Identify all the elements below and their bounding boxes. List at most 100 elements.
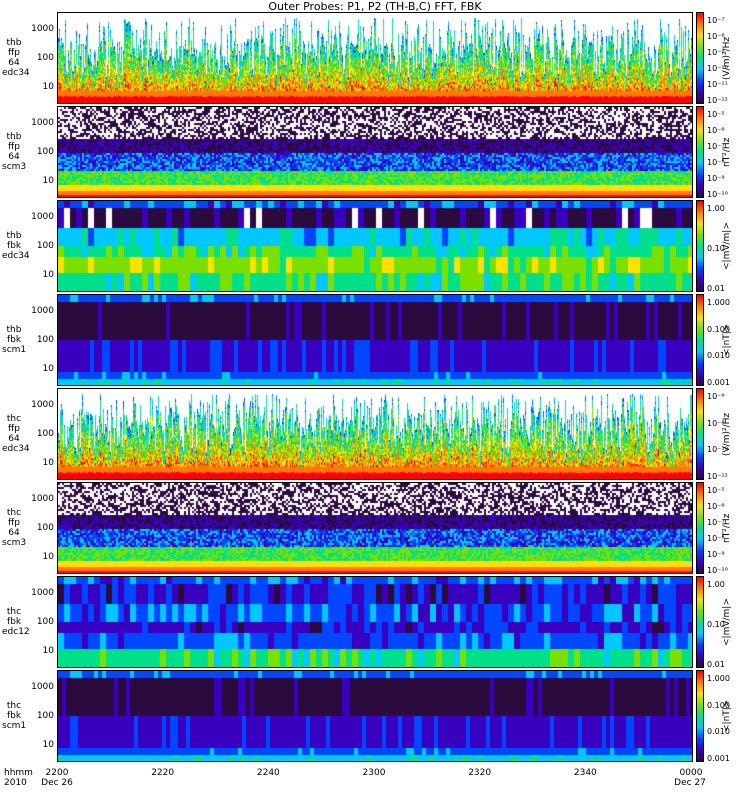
x-date-left: Dec 26 xyxy=(41,778,73,788)
colorbar-tick-label: 0.010 xyxy=(707,727,730,737)
panel-label: thc ffp 64 edc34 xyxy=(2,414,30,454)
x-tick-label: 2220 xyxy=(151,768,175,778)
panel-label-line: edc34 xyxy=(2,444,30,454)
x-tick-label: 0000 xyxy=(679,768,703,778)
y-tick-label: 10 xyxy=(42,740,54,751)
panel-label-line: thc xyxy=(6,508,22,518)
colorbar-tick-label: 10⁻⁶ xyxy=(707,502,725,511)
panel-label-line: fbk xyxy=(6,711,22,721)
y-tick-label: 1000 xyxy=(31,305,54,316)
colorbar-tick-label: 10⁻¹⁰ xyxy=(707,566,728,575)
y-tick-label: 100 xyxy=(36,53,54,63)
panel-label-line: thc xyxy=(6,414,22,424)
panel-label-line: 64 xyxy=(8,434,20,444)
colorbar-tick-label: 10⁻⁶ xyxy=(707,392,725,401)
y-tick-label: 1000 xyxy=(31,23,54,34)
panel-label-line: 64 xyxy=(8,528,20,538)
x-tick-label: 2320 xyxy=(468,768,492,778)
colorbar-tick-label: 0.10 xyxy=(707,244,725,253)
panel-label-line: fbk xyxy=(6,617,22,627)
y-tick-label: 10 xyxy=(42,552,54,563)
panel-label-line: ffp xyxy=(8,142,20,152)
panel-label-line: scm3 xyxy=(2,162,27,172)
panel-label-line: thc xyxy=(6,701,22,711)
colorbar-tick-label: 10⁻⁸ xyxy=(707,158,725,167)
spectrogram-image xyxy=(58,389,692,479)
spectrogram-image xyxy=(58,295,692,385)
panel-label: thc ffp 64 scm3 xyxy=(2,508,26,548)
colorbar-tick-label: 10⁻¹² xyxy=(707,472,728,481)
panel-label-line: edc12 xyxy=(2,627,30,637)
y-tick-label: 1000 xyxy=(31,681,54,692)
colorbar-tick-label: 10⁻⁵ xyxy=(707,110,725,119)
y-tick-label: 100 xyxy=(36,241,54,251)
colorbar-tick-label: 10⁻⁸ xyxy=(707,418,725,428)
colorbar xyxy=(696,388,704,480)
panel-label-line: edc34 xyxy=(2,251,30,261)
panel-label-line: fbk xyxy=(6,335,22,345)
spectrogram-panel-thb-fbk-scm1 xyxy=(57,294,693,386)
colorbar-label: <|mV/m|> xyxy=(722,222,732,270)
colorbar-tick-label: 10⁻⁶ xyxy=(707,126,725,135)
panel-label-line: ffp xyxy=(8,518,20,528)
colorbar-tick-label: 10⁻¹¹ xyxy=(707,80,728,89)
colorbar-tick-label: 10⁻¹⁰ xyxy=(707,64,728,73)
colorbar xyxy=(696,576,704,668)
panel-label: thc fbk edc12 xyxy=(2,607,30,637)
spectrogram-panel-thc-fbk-scm1 xyxy=(57,670,693,762)
colorbar xyxy=(696,12,704,104)
panel-label-line: scm1 xyxy=(2,345,27,355)
colorbar-label: (V/m)²/Hz xyxy=(722,36,732,80)
panel-label-line: thb xyxy=(6,38,22,48)
panel-label-line: ffp xyxy=(8,424,20,434)
y-tick-label: 100 xyxy=(36,711,54,721)
y-tick-label: 100 xyxy=(36,147,54,157)
y-tick-label: 100 xyxy=(36,335,54,345)
panel-label-line: fbk xyxy=(6,241,22,251)
colorbar-label: <|mV/m|> xyxy=(722,598,732,646)
y-tick-label: 1000 xyxy=(31,587,54,598)
colorbar-tick-label: 10⁻⁹ xyxy=(707,174,725,183)
colorbar-label: <|nT|> xyxy=(722,323,732,357)
spectrogram-image xyxy=(58,483,692,573)
colorbar xyxy=(696,106,704,198)
colorbar-tick-label: 10⁻¹⁰ xyxy=(707,445,728,455)
x-tick-label: 2300 xyxy=(362,768,386,778)
colorbar-tick-label: 10⁻⁷ xyxy=(707,518,725,527)
y-tick-label: 10 xyxy=(42,364,54,375)
y-tick-label: 1000 xyxy=(31,117,54,128)
panel-label-line: 64 xyxy=(8,152,20,162)
colorbar-tick-label: 10⁻⁵ xyxy=(707,486,725,495)
chart-title: Outer Probes: P1, P2 (TH-B,C) FFT, FBK xyxy=(268,0,482,13)
colorbar-tick-label: 0.010 xyxy=(707,351,730,361)
y-tick-label: 1000 xyxy=(31,399,54,410)
colorbar-tick-label: 10⁻⁷ xyxy=(707,16,725,25)
y-tick-label: 10 xyxy=(42,82,54,93)
x-tick-label: 2240 xyxy=(256,768,280,778)
spectrogram-image xyxy=(58,577,692,667)
colorbar-tick-label: 1.000 xyxy=(707,674,730,683)
colorbar-tick-label: 10⁻¹⁰ xyxy=(707,190,728,199)
colorbar-label: <|nT|> xyxy=(722,699,732,733)
colorbar xyxy=(696,294,704,386)
x-tick-label: 2340 xyxy=(573,768,597,778)
x-date-right: Dec 27 xyxy=(674,778,706,788)
colorbar-tick-label: 10⁻⁹ xyxy=(707,550,725,559)
colorbar-tick-label: 1.00 xyxy=(707,204,725,213)
panel-label-line: scm1 xyxy=(2,721,27,731)
panel-label-line: thb xyxy=(6,231,22,241)
y-tick-label: 100 xyxy=(36,617,54,627)
y-tick-label: 100 xyxy=(36,429,54,439)
y-tick-label: 1000 xyxy=(31,211,54,222)
colorbar-tick-label: 0.100 xyxy=(707,700,730,710)
panel-label-line: thc xyxy=(6,607,22,617)
colorbar-tick-label: 0.10 xyxy=(707,620,725,629)
colorbar-tick-label: 0.001 xyxy=(707,754,730,763)
panel-label-line: thb xyxy=(6,132,22,142)
colorbar-tick-label: 1.000 xyxy=(707,298,730,307)
colorbar-tick-label: 0.001 xyxy=(707,378,730,387)
spectrogram-panel-thb-ffp-edc34 xyxy=(57,12,693,104)
colorbar xyxy=(696,670,704,762)
spectrogram-panel-thb-fbk-edc34 xyxy=(57,200,693,292)
spectrogram-panel-thc-fbk-edc12 xyxy=(57,576,693,668)
